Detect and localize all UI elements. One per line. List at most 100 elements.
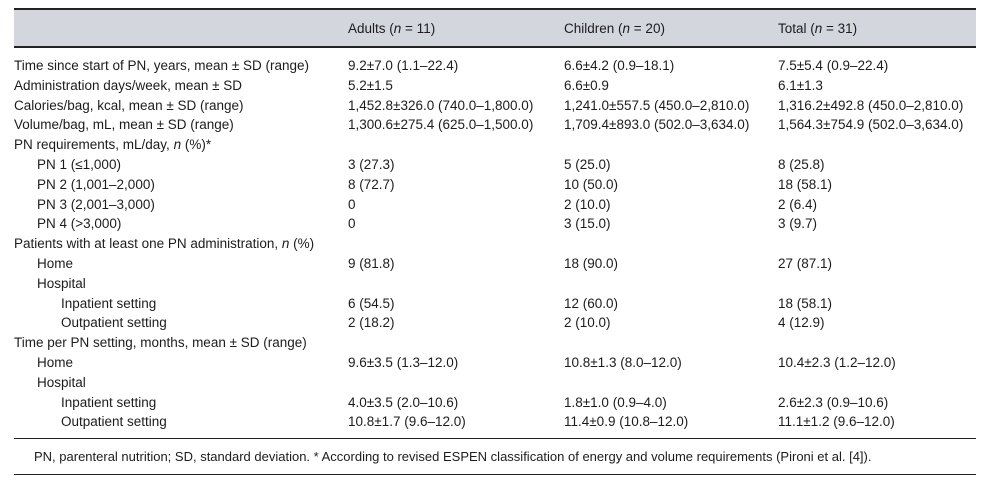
header-text: = 11) [401,20,436,36]
header-text: Children ( [564,20,623,36]
cell-total: 1,564.3±754.9 (502.0–3,634.0) [778,117,964,133]
cell-children [564,135,778,155]
table-row: PN 4 (>3,000) 0 3 (15.0) 3 (9.7) [14,214,976,234]
cell-children: 11.4±0.9 (10.8–12.0) [564,414,689,430]
table-row: Home 9.6±3.5 (1.3–12.0) 10.8±1.3 (8.0–12… [14,353,976,373]
cell-children: 18 (90.0) [564,255,619,271]
table-row: Volume/bag, mL, mean ± SD (range) 1,300.… [14,115,976,135]
header-text: = 20) [630,20,665,36]
row-label: Calories/bag, kcal, mean ± SD (range) [14,96,348,116]
cell-children: 6.6±4.2 (0.9–18.1) [564,58,675,73]
row-label-suffix: (%)* [181,137,212,153]
cell-adults: 9.2±7.0 (1.1–22.4) [348,58,459,73]
cell-children: 2 (10.0) [564,315,611,331]
cell-total [778,373,976,393]
cell-children: 5 (25.0) [564,156,611,172]
table-row: Time since start of PN, years, mean ± SD… [14,56,976,76]
cell-children: 10.8±1.3 (8.0–12.0) [564,354,682,370]
cell-adults: 3 (27.3) [348,156,395,172]
row-label: Inpatient setting [14,393,348,413]
cell-children: 1,709.4±893.0 (502.0–3,634.0) [564,117,750,133]
cell-children [564,234,778,254]
cell-total: 10.4±2.3 (1.2–12.0) [778,354,896,370]
table-row: Hospital [14,274,976,294]
cell-adults: 4.0±3.5 (2.0–10.6) [348,394,459,410]
cell-total: 3 (9.7) [778,216,818,232]
cell-adults: 5.2±1.5 [348,77,393,93]
cell-adults: 9 (81.8) [348,255,395,271]
header-italic-n: n [393,20,402,36]
row-label-text: PN 2 (1,001–2,000) [37,176,155,192]
row-label: Outpatient setting [14,412,348,432]
row-label-text: Home [37,354,74,370]
row-label-text: Inpatient setting [61,394,157,410]
row-label-text: Volume/bag, mL, mean ± SD (range) [14,117,234,133]
cell-children: 12 (60.0) [564,295,619,311]
row-label: Time per PN setting, months, mean ± SD (… [14,333,348,353]
row-label: PN 2 (1,001–2,000) [14,175,348,195]
cell-adults [348,333,564,353]
row-label-suffix: (%) [289,236,315,252]
row-label-text: Calories/bag, kcal, mean ± SD (range) [14,97,244,113]
row-label-text: PN requirements, mL/day, [14,137,174,153]
table-row: Administration days/week, mean ± SD 5.2±… [14,76,976,96]
table-header-row: Adults (n = 11) Children (n = 20) Total … [14,8,976,48]
row-label-text: Time per PN setting, months, mean ± SD (… [14,335,307,351]
header-italic-n: n [622,20,631,36]
cell-adults: 6 (54.5) [348,295,395,311]
column-header-children: Children (n = 20) [564,21,778,36]
cell-children: 3 (15.0) [564,216,611,232]
table-row: PN 2 (1,001–2,000) 8 (72.7) 10 (50.0) 18… [14,175,976,195]
table-footnote-band: PN, parenteral nutrition; SD, standard d… [14,438,976,476]
cell-total: 2.6±2.3 (0.9–10.6) [778,394,889,410]
table-row: Hospital [14,373,976,393]
row-label: Administration days/week, mean ± SD [14,76,348,96]
row-label-text: Outpatient setting [61,315,167,331]
row-label-italic-n: n [173,137,182,153]
row-label: PN 3 (2,001–3,000) [14,195,348,215]
cell-total: 18 (58.1) [778,176,833,192]
cell-children: 1,241.0±557.5 (450.0–2,810.0) [564,97,750,113]
cell-adults: 10.8±1.7 (9.6–12.0) [348,414,466,430]
cell-adults [348,234,564,254]
table-row: Outpatient setting 10.8±1.7 (9.6–12.0) 1… [14,412,976,432]
row-label: PN 4 (>3,000) [14,214,348,234]
header-text: Adults ( [348,20,394,36]
table-row: PN 1 (≤1,000) 3 (27.3) 5 (25.0) 8 (25.8) [14,155,976,175]
table-row: PN requirements, mL/day, n (%)* [14,135,976,155]
cell-total: 8 (25.8) [778,156,825,172]
row-label: PN 1 (≤1,000) [14,155,348,175]
cell-adults: 1,452.8±326.0 (740.0–1,800.0) [348,97,534,113]
row-label-text: Time since start of PN, years, mean ± SD… [14,58,310,73]
cell-total [778,274,976,294]
table-row: Time per PN setting, months, mean ± SD (… [14,333,976,353]
cell-total: 18 (58.1) [778,295,833,311]
cell-adults: 0 [348,196,356,212]
row-label: Home [14,353,348,373]
row-label-text: PN 1 (≤1,000) [37,156,121,172]
cell-total: 4 (12.9) [778,315,825,331]
row-label-text: Hospital [37,374,86,390]
row-label-text: Outpatient setting [61,414,167,430]
cell-adults [348,373,564,393]
row-label: Outpatient setting [14,313,348,333]
cell-total: 11.1±1.2 (9.6–12.0) [778,414,895,430]
table-row: Patients with at least one PN administra… [14,234,976,254]
cell-children: 6.6±0.9 [564,77,609,93]
cell-adults [348,274,564,294]
cell-total [778,333,976,353]
table-row: Inpatient setting 4.0±3.5 (2.0–10.6) 1.8… [14,393,976,413]
cell-children: 2 (10.0) [564,196,611,212]
cell-adults: 9.6±3.5 (1.3–12.0) [348,354,459,370]
row-label: Home [14,254,348,274]
cell-adults: 0 [348,216,356,232]
cell-total [778,234,976,254]
pn-characteristics-table: Adults (n = 11) Children (n = 20) Total … [14,8,976,476]
cell-children [564,333,778,353]
table-row: Outpatient setting 2 (18.2) 2 (10.0) 4 (… [14,313,976,333]
cell-adults: 1,300.6±275.4 (625.0–1,500.0) [348,117,534,133]
cell-total: 1,316.2±492.8 (450.0–2,810.0) [778,97,964,113]
column-header-total: Total (n = 31) [778,21,976,36]
row-label-text: Patients with at least one PN administra… [14,236,282,252]
row-label: Volume/bag, mL, mean ± SD (range) [14,115,348,135]
